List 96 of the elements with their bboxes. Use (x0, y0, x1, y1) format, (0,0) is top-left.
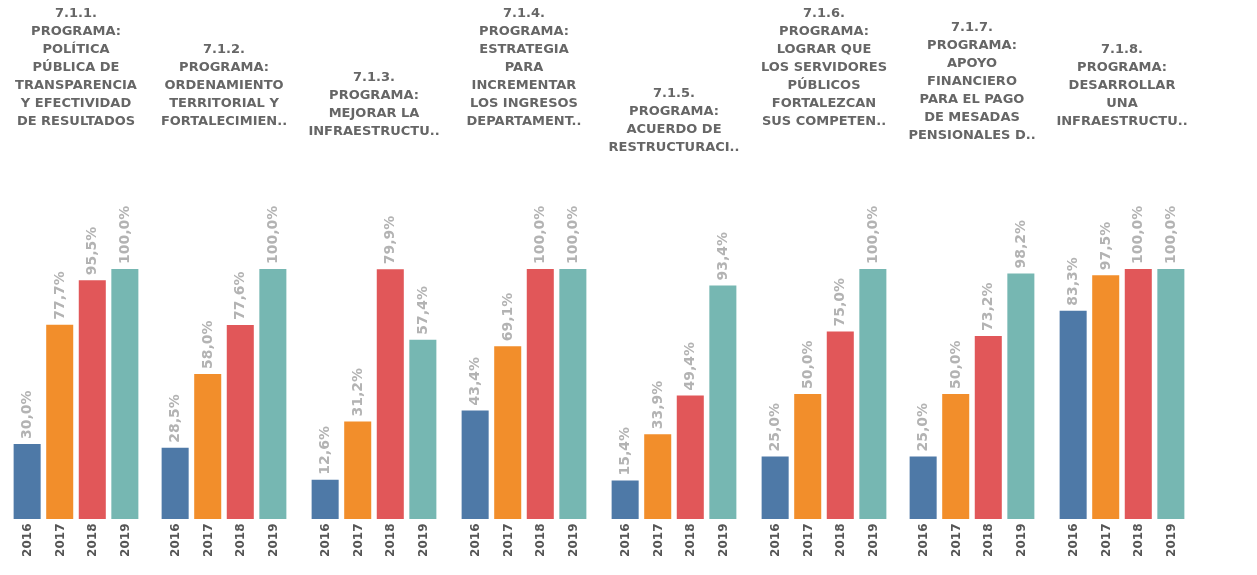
x-tick-label: 2016 (916, 523, 931, 557)
data-label: 30,0% (18, 390, 35, 439)
x-tick-label: 2017 (650, 523, 665, 557)
data-label: 50,0% (798, 340, 815, 389)
data-label: 15,4% (616, 426, 633, 476)
bar (644, 434, 672, 519)
x-tick-label: 2017 (350, 523, 365, 557)
x-tick-label: 2018 (533, 523, 548, 557)
chart-title: 7.1.7. PROGRAMA: APOYO FINANCIERO PARA EL PAGO DE MESADAS PENSIONALES D.. (908, 18, 1036, 142)
chart-title: 7.1.1. PROGRAMA: POLÍTICA PÚBLICA DE TRANSPARENCIA Y EFECTIVIDAD DE RESULTADOS (15, 4, 137, 128)
data-label: 49,4% (681, 341, 698, 391)
x-tick-label: 2018 (383, 523, 398, 557)
x-tick-label: 2018 (683, 523, 698, 557)
data-label: 93,4% (713, 231, 730, 281)
x-tick-label: 2016 (768, 523, 783, 557)
x-tick-label: 2019 (1163, 523, 1178, 557)
bar (676, 395, 704, 519)
x-tick-label: 2018 (981, 523, 996, 557)
data-label: 97,5% (1096, 221, 1113, 271)
bar (376, 269, 404, 519)
data-label: 69,1% (498, 292, 515, 342)
x-tick-label: 2019 (117, 523, 132, 557)
x-tick-label: 2019 (565, 523, 580, 557)
data-label: 100,0% (115, 205, 132, 264)
bar (611, 480, 639, 519)
x-tick-label: 2017 (500, 523, 515, 557)
chart-title: 7.1.5. PROGRAMA: ACUERDO DE RESTRUCTURACI.. (608, 84, 740, 154)
x-tick-label: 2017 (52, 523, 67, 557)
data-label: 12,6% (316, 426, 333, 475)
x-tick-label: 2017 (800, 523, 815, 557)
x-tick-label: 2016 (168, 523, 183, 557)
bar (761, 456, 789, 519)
data-label: 83,3% (1064, 257, 1081, 306)
chart-title: 7.1.8. PROGRAMA: DESARROLLAR UNA INFRAESTRUCTU.. (1056, 40, 1188, 128)
bar (226, 325, 254, 519)
data-label: 100,0% (1161, 205, 1178, 264)
x-tick-label: 2016 (618, 523, 633, 557)
bar (46, 324, 74, 519)
chart-title: 7.1.3. PROGRAMA: MEJORAR LA INFRAESTRUCTU.. (308, 68, 440, 138)
x-tick-label: 2017 (200, 523, 215, 557)
data-label: 58,0% (198, 320, 215, 369)
x-tick-label: 2016 (20, 523, 35, 557)
data-label: 79,9% (381, 215, 398, 265)
bar (1007, 273, 1035, 519)
bar (311, 479, 339, 519)
x-tick-label: 2019 (865, 523, 880, 557)
data-label: 43,4% (466, 356, 483, 406)
data-label: 25,0% (766, 402, 783, 452)
x-tick-label: 2016 (1066, 523, 1081, 557)
data-label: 33,9% (648, 380, 665, 430)
bar (194, 374, 222, 519)
data-label: 100,0% (1129, 205, 1146, 264)
x-tick-label: 2018 (833, 523, 848, 557)
x-tick-label: 2019 (1013, 523, 1028, 557)
x-tick-label: 2017 (1098, 523, 1113, 557)
x-tick-label: 2018 (1131, 523, 1146, 557)
bar (909, 456, 937, 519)
data-label: 100,0% (531, 205, 548, 264)
chart-title: 7.1.6. PROGRAMA: LOGRAR QUE LOS SERVIDORES PÚBLICOS FORTALEZCAN SUS COMPETEN.. (760, 4, 888, 128)
data-label: 25,0% (914, 402, 931, 452)
data-label: 100,0% (563, 205, 580, 264)
bar (709, 285, 737, 519)
x-tick-label: 2019 (715, 523, 730, 557)
data-label: 73,2% (979, 282, 996, 331)
bar (942, 394, 970, 519)
x-tick-label: 2017 (948, 523, 963, 557)
data-label: 28,5% (166, 394, 183, 443)
data-label: 75,0% (831, 277, 848, 327)
data-label: 77,7% (50, 271, 67, 320)
bar (161, 447, 189, 519)
bar (78, 280, 106, 519)
data-label: 98,2% (1011, 219, 1028, 269)
bar (344, 421, 372, 519)
data-label: 77,6% (231, 271, 248, 320)
data-label: 50,0% (946, 340, 963, 389)
chart-title: 7.1.2. PROGRAMA: ORDENAMIENTO TERRITORIAL Y FORTALECIMIEN.. (160, 40, 288, 128)
bar (859, 269, 887, 519)
bar (13, 444, 41, 519)
bar (111, 269, 139, 519)
bar (259, 269, 287, 519)
data-label: 100,0% (863, 205, 880, 264)
bar (826, 331, 854, 519)
data-label: 95,5% (83, 226, 100, 276)
x-tick-label: 2018 (233, 523, 248, 557)
x-tick-label: 2016 (318, 523, 333, 557)
x-tick-label: 2019 (265, 523, 280, 557)
bar (974, 336, 1002, 519)
data-label: 100,0% (263, 205, 280, 264)
x-tick-label: 2019 (415, 523, 430, 557)
x-tick-label: 2018 (85, 523, 100, 557)
data-label: 31,2% (348, 367, 365, 417)
bar (794, 394, 822, 519)
x-tick-label: 2016 (468, 523, 483, 557)
bar (409, 339, 437, 519)
data-label: 57,4% (413, 286, 430, 335)
chart-title: 7.1.4. PROGRAMA: ESTRATEGIA PARA INCREMENTAR LOS INGRESOS DEPARTAMENT.. (466, 4, 582, 128)
